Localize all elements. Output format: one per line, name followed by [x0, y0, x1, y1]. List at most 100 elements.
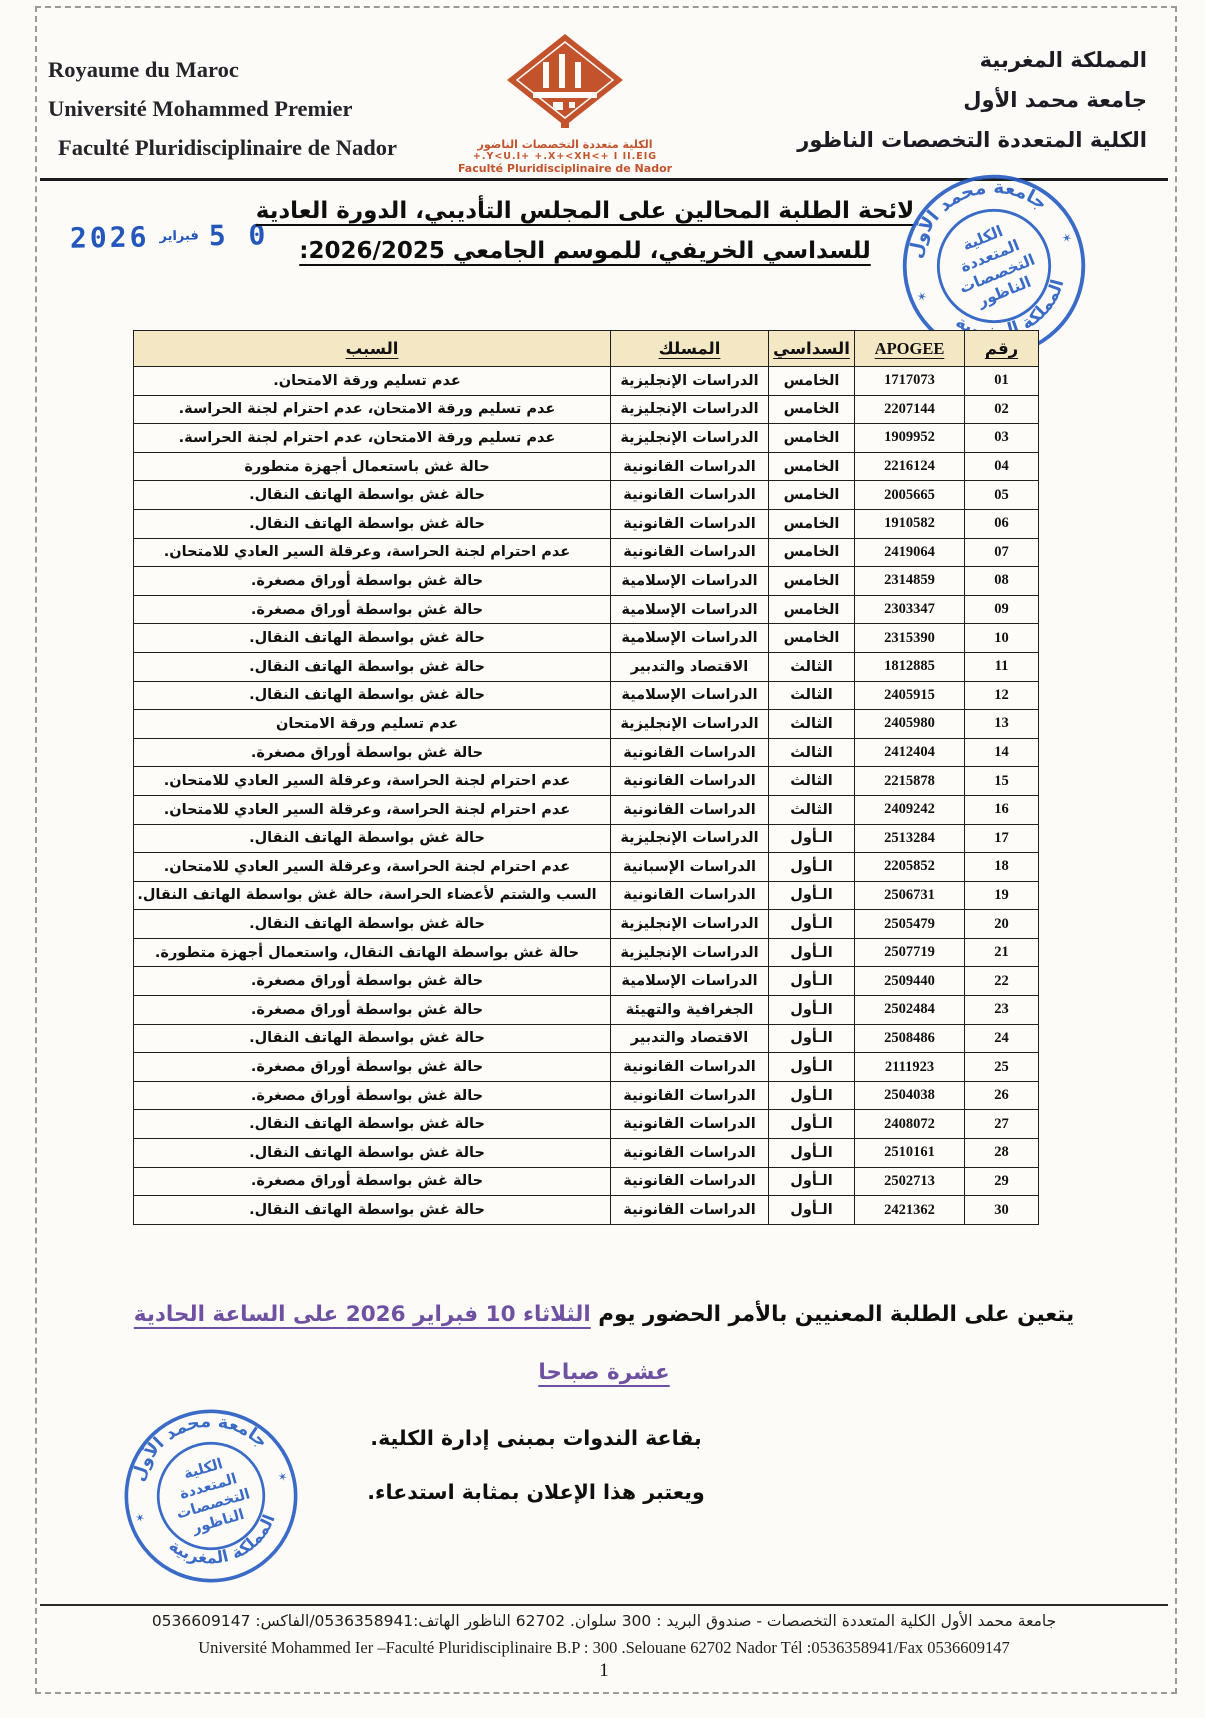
table-row: 01 1717073 الخامس الدراسات الإنجليزية عدم تس… [133, 366, 1039, 396]
cell-reason: حالة غش بواسطة أوراق مصغرة. [133, 1080, 611, 1111]
cell-track: الدراسات القانونية [610, 737, 769, 768]
header-apogee: APOGEE [854, 330, 965, 367]
cell-reason: حالة غش بواسطة الهاتف النقال. [133, 1023, 611, 1054]
cell-reason: حالة غش بواسطة الهاتف النقال. [133, 1109, 611, 1140]
table-row: 25 2111923 الـأول الدراسات القانونية حالة غش… [133, 1052, 1039, 1082]
cell-num: 12 [964, 680, 1039, 711]
cell-track: الدراسات الإنجليزية [610, 709, 769, 739]
cell-apogee: 2408072 [854, 1109, 965, 1140]
announcement-line2-time: عشرة صباحا [538, 1360, 670, 1385]
cell-track: الدراسات الإنجليزية [610, 394, 769, 425]
cell-reason: حالة غش بواسطة الهاتف النقال. [133, 823, 611, 854]
cell-apogee: 2205852 [854, 852, 965, 882]
cell-track: الدراسات القانونية [610, 480, 769, 510]
cell-apogee: 2215878 [854, 766, 965, 796]
cell-track: الدراسات الإسلامية [610, 566, 769, 596]
cell-semester: الخامس [768, 366, 855, 396]
cell-num: 25 [964, 1052, 1039, 1082]
table-row: 08 2314859 الخامس الدراسات الإسلامية حالة غش… [133, 566, 1039, 596]
cell-apogee: 1910582 [854, 508, 965, 539]
cell-reason: عدم احترام لجنة الحراسة، وعرقلة السير ال… [133, 537, 611, 568]
cell-num: 10 [964, 623, 1039, 653]
cell-track: الدراسات الإنجليزية [610, 366, 769, 396]
disciplinary-table: رقم APOGEE السداسي المسلك السبب 01 171707… [133, 330, 1039, 1225]
cell-apogee: 2111923 [854, 1052, 965, 1082]
cell-track: الدراسات الإنجليزية [610, 823, 769, 854]
cell-semester: الخامس [768, 623, 855, 653]
cell-track: الجغرافية والتهيئة [610, 995, 769, 1025]
cell-reason: حالة غش بواسطة أوراق مصغرة. [133, 1052, 611, 1082]
table-row: 05 2005665 الخامس الدراسات القانونية حالة غش… [133, 480, 1039, 510]
cell-semester: الـأول [768, 966, 855, 997]
cell-num: 11 [964, 651, 1039, 682]
footer-divider-rule [40, 1604, 1168, 1606]
header-reason: السبب [133, 330, 611, 367]
cell-semester: الـأول [768, 1109, 855, 1140]
cell-reason: حالة غش بواسطة أوراق مصغرة. [133, 1166, 611, 1197]
cell-num: 04 [964, 451, 1039, 482]
cell-num: 22 [964, 966, 1039, 997]
cell-reason: عدم تسليم ورقة الامتحان [133, 709, 611, 739]
cell-apogee: 2421362 [854, 1195, 965, 1225]
cell-track: الدراسات القانونية [610, 1166, 769, 1197]
cell-apogee: 2405980 [854, 709, 965, 739]
cell-apogee: 2005665 [854, 480, 965, 510]
date-stamp-year: 2026 [69, 220, 150, 255]
cell-reason: حالة غش بواسطة الهاتف النقال. [133, 680, 611, 711]
header-kingdom-ar: المملكة المغربية [979, 48, 1147, 72]
table-row: 18 2205852 الـأول الدراسات الإسبانية عدم احت… [133, 852, 1039, 882]
header-divider-rule [40, 178, 1168, 181]
cell-semester: الثالث [768, 680, 855, 711]
header-kingdom-fr: Royaume du Maroc [48, 57, 239, 82]
cell-reason: حالة غش بواسطة الهاتف النقال. [133, 508, 611, 539]
cell-reason: حالة غش بواسطة الهاتف النقال. [133, 909, 611, 939]
cell-num: 26 [964, 1080, 1039, 1111]
logo-caption-french: Faculté Pluridisciplinaire de Nador [457, 162, 673, 175]
cell-num: 28 [964, 1138, 1039, 1168]
cell-track: الدراسات الإنجليزية [610, 423, 769, 453]
cell-reason: عدم تسليم ورقة الامتحان، عدم احترام لجنة… [133, 394, 611, 425]
cell-semester: الـأول [768, 1195, 855, 1225]
page-number: 1 [599, 1660, 609, 1681]
header-faculty-fr: Faculté Pluridisciplinaire de Nador [58, 135, 397, 160]
stamp-star-right-icon: ✶ [1059, 229, 1074, 247]
document-title: لائحة الطلبة المحالين على المجلس التأديب… [235, 198, 935, 278]
cell-track: الاقتصاد والتدبير [610, 651, 769, 682]
cell-apogee: 2409242 [854, 794, 965, 825]
cell-num: 07 [964, 537, 1039, 568]
cell-track: الدراسات الإسلامية [610, 594, 769, 625]
announcement-location: بقاعة الندوات بمبنى إدارة الكلية. [370, 1426, 702, 1450]
table-row: 26 2504038 الـأول الدراسات القانونية حالة غش… [133, 1080, 1039, 1111]
cell-apogee: 1717073 [854, 366, 965, 396]
announcement-line1-date: الثلاثاء 10 فبراير 2026 على الساعة الحاد… [133, 1302, 591, 1327]
table-row: 13 2405980 الثالث الدراسات الإنجليزية عدم تس… [133, 709, 1039, 739]
header-track: المسلك [610, 330, 769, 367]
cell-reason: عدم احترام لجنة الحراسة، وعرقلة السير ال… [133, 766, 611, 796]
table-row: 23 2502484 الـأول الجغرافية والتهيئة حالة غش… [133, 995, 1039, 1025]
header-arabic-block: المملكة المغربية جامعة محمد الأول الكلية… [797, 40, 1147, 160]
cell-apogee: 2513284 [854, 823, 965, 854]
cell-reason: عدم تسليم ورقة الامتحان. [133, 366, 611, 396]
table-row: 17 2513284 الـأول الدراسات الإنجليزية حالة غ… [133, 823, 1039, 854]
table-row: 20 2505479 الـأول الدراسات الإنجليزية حالة غ… [133, 909, 1039, 939]
document-title-line2: للسداسي الخريفي، للموسم الجامعي 2026/202… [299, 238, 871, 264]
cell-semester: الخامس [768, 451, 855, 482]
header-num: رقم [964, 330, 1039, 367]
cell-semester: الثالث [768, 737, 855, 768]
table-row: 27 2408072 الـأول الدراسات القانونية حالة غش… [133, 1109, 1039, 1140]
cell-track: الدراسات القانونية [610, 1195, 769, 1225]
cell-apogee: 2502484 [854, 995, 965, 1025]
cell-reason: السب والشتم لأعضاء الحراسة، حالة غش بواس… [133, 880, 611, 911]
cell-semester: الـأول [768, 1080, 855, 1111]
table-row: 16 2409242 الثالث الدراسات القانونية عدم احت… [133, 794, 1039, 825]
cell-semester: الثالث [768, 766, 855, 796]
cell-semester: الثالث [768, 794, 855, 825]
cell-num: 23 [964, 995, 1039, 1025]
cell-apogee: 2509440 [854, 966, 965, 997]
cell-semester: الـأول [768, 852, 855, 882]
announcement-line1-black: يتعين على الطلبة المعنيين بالأمر الحضور … [590, 1302, 1075, 1327]
cell-apogee: 2419064 [854, 537, 965, 568]
cell-track: الدراسات الإنجليزية [610, 937, 769, 968]
cell-track: الدراسات القانونية [610, 880, 769, 911]
